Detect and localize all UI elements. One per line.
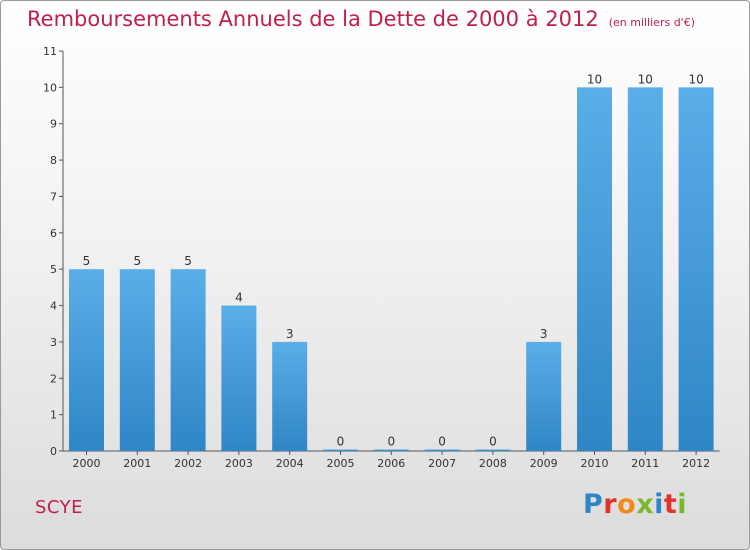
proxiti-logo: Proxiti (583, 489, 687, 520)
x-tick-label: 2003 (225, 457, 253, 470)
logo-letter: x (636, 489, 655, 520)
logo-letter: o (617, 489, 637, 520)
logo-letter: t (663, 489, 678, 520)
logo-letter: r (603, 489, 618, 520)
x-tick-label: 2007 (428, 457, 456, 470)
y-tick-label: 9 (50, 118, 57, 131)
bar-2000 (69, 269, 104, 451)
chart-title-text: Remboursements Annuels de la Dette de 20… (27, 7, 599, 31)
chart-subtitle: (en milliers d'€) (608, 16, 695, 29)
bar-2006 (373, 449, 409, 451)
bar-2003 (221, 305, 257, 451)
x-tick-label: 2001 (123, 457, 151, 470)
x-tick-label: 2010 (581, 457, 609, 470)
y-tick-label: 2 (50, 372, 57, 385)
y-tick-label: 8 (50, 154, 57, 167)
bars (69, 87, 714, 451)
x-tick-label: 2012 (682, 457, 710, 470)
data-label: 10 (688, 72, 703, 86)
logo-letter: i (654, 489, 664, 520)
bar-2008 (475, 449, 511, 451)
y-tick-label: 0 (50, 445, 57, 458)
bar-2004 (272, 341, 308, 451)
data-label: 10 (638, 72, 653, 86)
axes (59, 50, 720, 455)
x-tick-label: 2002 (174, 457, 202, 470)
data-label: 0 (337, 435, 345, 449)
x-tick-label: 2009 (530, 457, 558, 470)
data-label: 3 (286, 327, 294, 341)
bar-2010 (577, 87, 612, 451)
bar-2011 (627, 87, 663, 451)
y-tick-label: 10 (43, 81, 57, 94)
y-tick-label: 11 (43, 45, 57, 58)
data-label: 5 (184, 254, 192, 268)
logo-letter: P (583, 489, 604, 520)
data-label: 5 (133, 254, 141, 268)
bar-2001 (119, 269, 155, 451)
x-tick-label: 2011 (631, 457, 659, 470)
x-tick-label: 2006 (377, 457, 405, 470)
labels: 0 1 2 3 4 5 6 7 8 9 10 11 2000 5 2001 5 2002 5 2003 4 2004 3 2… (43, 45, 710, 470)
data-label: 0 (438, 435, 446, 449)
x-tick-label: 2000 (73, 457, 101, 470)
data-label: 0 (489, 435, 497, 449)
bar-2002 (170, 269, 206, 451)
y-tick-label: 4 (50, 300, 57, 313)
data-label: 3 (540, 327, 548, 341)
y-tick-label: 6 (50, 227, 57, 240)
data-label: 4 (235, 291, 243, 305)
logo-letter: i (677, 489, 688, 520)
data-label: 0 (387, 435, 395, 449)
bar-2012 (678, 87, 714, 451)
data-label: 10 (587, 72, 602, 86)
x-tick-label: 2004 (276, 457, 304, 470)
bar-2009 (526, 341, 562, 451)
chart-title: Remboursements Annuels de la Dette de 20… (27, 7, 695, 31)
x-tick-label: 2008 (479, 457, 507, 470)
y-tick-label: 3 (50, 336, 57, 349)
commune-name: SCYE (35, 497, 84, 518)
bar-2005 (323, 449, 358, 451)
bar-2007 (424, 449, 460, 451)
y-tick-label: 1 (50, 409, 57, 422)
x-tick-label: 2005 (327, 457, 355, 470)
y-tick-label: 7 (50, 190, 57, 203)
data-label: 5 (83, 254, 91, 268)
y-tick-label: 5 (50, 263, 57, 276)
